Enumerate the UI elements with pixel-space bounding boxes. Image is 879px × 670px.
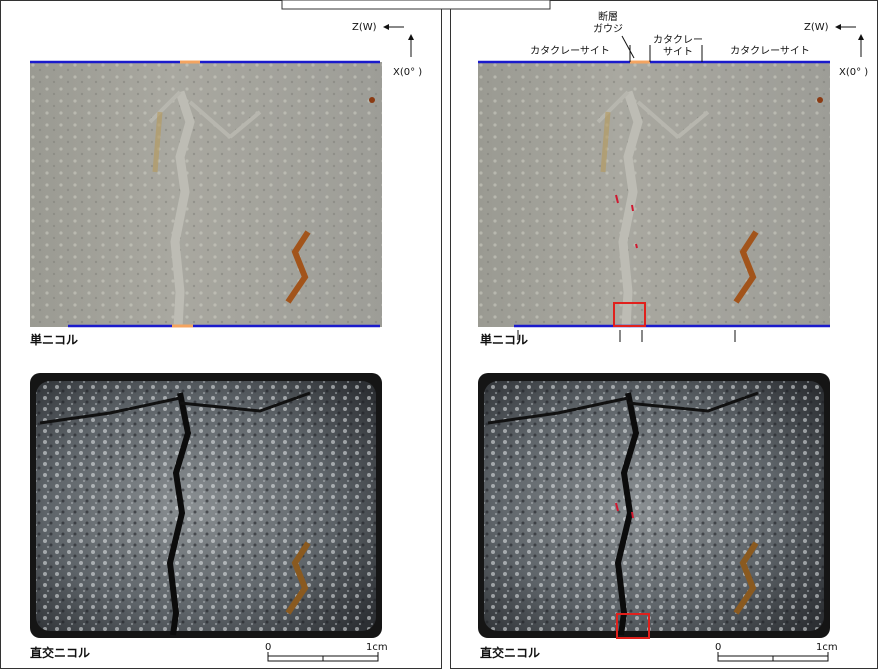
zone-label: カタクレーサイト	[730, 45, 810, 57]
zone-label: ガウジ	[593, 23, 623, 35]
plane-label: 単ニコル	[30, 332, 78, 347]
scale-end: 1cm	[366, 642, 388, 653]
left-panel: Z(W) X(0° ) 単ニコル 直交ニコル 0 1cm	[30, 22, 422, 661]
cross-image	[30, 373, 382, 638]
z-label: Z(W)	[352, 22, 377, 33]
plane-label: 単ニコル	[480, 332, 528, 347]
cross-image	[478, 373, 830, 638]
scale-start: 0	[715, 642, 721, 653]
x-label: X(0° )	[839, 67, 868, 78]
cross-label: 直交ニコル	[30, 645, 90, 660]
zone-label: 断層	[598, 10, 618, 23]
zone-label: カタクレーサイト	[530, 45, 610, 57]
cross-label: 直交ニコル	[480, 645, 540, 660]
x-label: X(0° )	[393, 67, 422, 78]
right-panel: カタクレーサイト 断層 ガウジ カタクレー サイト カタクレーサイト Z(W) …	[478, 10, 868, 661]
plane-image	[30, 62, 382, 327]
z-label: Z(W)	[804, 22, 829, 33]
figure: Z(W) X(0° ) 単ニコル 直交ニコル 0 1cm カタクレーサイト 断層…	[0, 0, 879, 670]
scale-start: 0	[265, 642, 271, 653]
zone-label: サイト	[663, 46, 693, 58]
scale-end: 1cm	[816, 642, 838, 653]
plane-image	[478, 62, 830, 327]
zone-label: カタクレー	[653, 34, 703, 46]
